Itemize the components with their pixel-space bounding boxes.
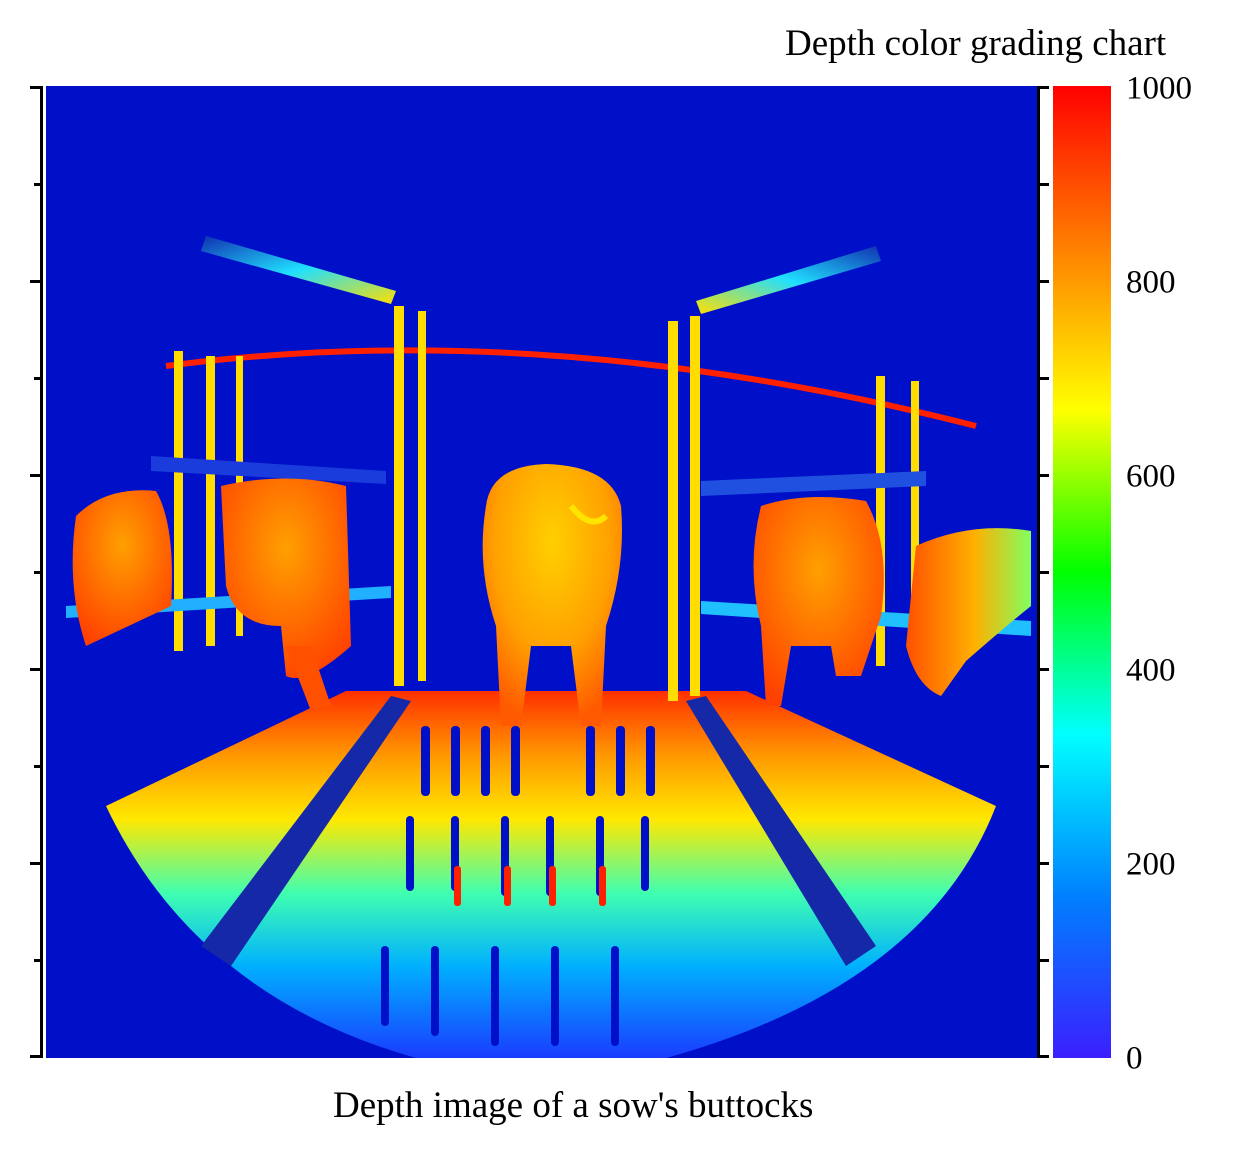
colorbar-tick: [1037, 1055, 1049, 1058]
left-axis-tick: [34, 765, 43, 768]
colorbar-tick: [1037, 86, 1049, 89]
colorbar-gradient: [1053, 86, 1111, 1058]
colorbar-label-600: 600: [1126, 458, 1176, 495]
colorbar-tick: [1037, 571, 1049, 574]
left-axis-tick: [30, 474, 43, 477]
colorbar-tick: [1037, 183, 1049, 186]
colorbar-tick: [1037, 280, 1049, 283]
colorbar-label-800: 800: [1126, 264, 1176, 301]
colorbar-label-200: 200: [1126, 846, 1176, 883]
left-axis-tick: [34, 959, 43, 962]
colorbar-tick: [1037, 668, 1049, 671]
colorbar-tick: [1037, 474, 1049, 477]
left-axis-tick: [34, 377, 43, 380]
colorbar-label-1000: 1000: [1126, 70, 1192, 107]
colorbar-tick: [1037, 377, 1049, 380]
left-axis-tick: [30, 1055, 43, 1058]
left-axis-tick: [34, 571, 43, 574]
left-axis-tick: [30, 668, 43, 671]
depth-image: [46, 86, 1037, 1058]
colorbar-label-0: 0: [1126, 1040, 1143, 1077]
colorbar-tick: [1037, 765, 1049, 768]
image-caption: Depth image of a sow's buttocks: [333, 1085, 814, 1126]
left-axis-tick: [34, 183, 43, 186]
colorbar-tick: [1037, 862, 1049, 865]
colorbar-tick: [1037, 959, 1049, 962]
left-axis-tick: [30, 862, 43, 865]
colorbar-title: Depth color grading chart: [785, 23, 1167, 64]
left-axis-tick: [30, 280, 43, 283]
left-axis-tick: [30, 86, 43, 89]
colorbar-label-400: 400: [1126, 652, 1176, 689]
